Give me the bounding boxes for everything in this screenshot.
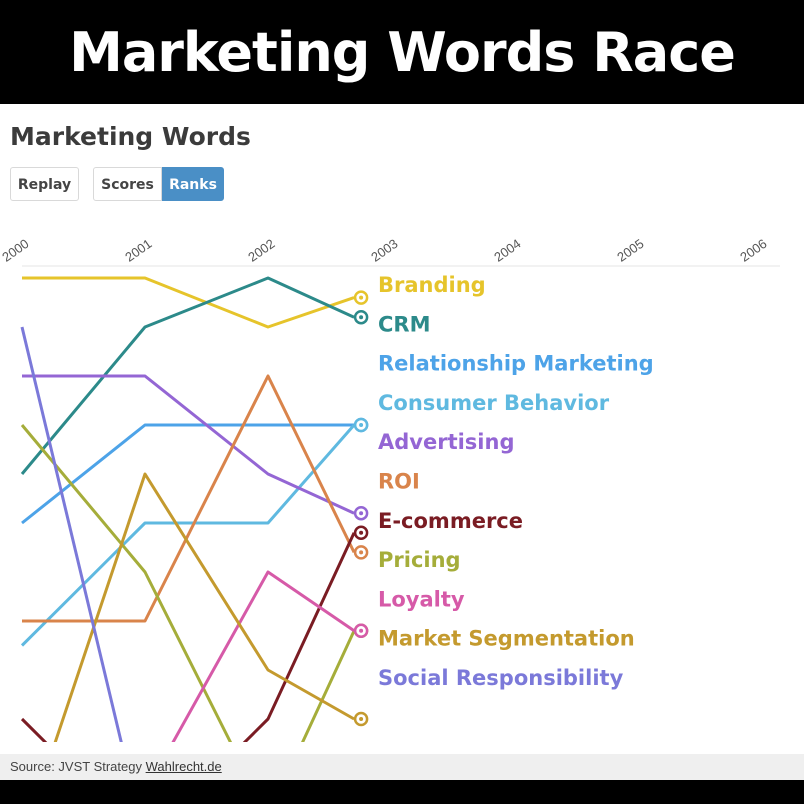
- x-tick-label: 2003: [368, 236, 400, 265]
- source-link[interactable]: Wahlrecht.de: [145, 759, 222, 774]
- replay-button[interactable]: Replay: [10, 167, 79, 201]
- chart-title: Marketing Words: [10, 122, 251, 151]
- series-label: Advertising: [378, 430, 515, 454]
- x-tick-label: 2004: [491, 236, 523, 265]
- series-end-dot: [359, 315, 364, 320]
- series-end-dot: [359, 550, 364, 555]
- series-line: [20, 424, 356, 742]
- series-label: ROI: [378, 470, 420, 494]
- chart-panel: Marketing Words Replay Scores Ranks 2000…: [0, 104, 804, 754]
- series-end-dot: [359, 423, 364, 427]
- x-tick-label: 2000: [0, 236, 32, 265]
- ranks-toggle-button[interactable]: Ranks: [162, 167, 224, 201]
- series-label: Pricing: [378, 548, 461, 572]
- bottom-strip: [0, 780, 804, 804]
- series-end-dot: [359, 295, 364, 300]
- series-label: Social Responsibility: [378, 666, 624, 690]
- series-end-dot: [359, 717, 364, 721]
- series-end-dot: [359, 511, 364, 516]
- title-banner: Marketing Words Race: [0, 0, 804, 104]
- series-line: [20, 276, 355, 475]
- series-line: [22, 374, 356, 623]
- series-label: Branding: [378, 273, 486, 297]
- x-tick-label: 2002: [245, 236, 277, 265]
- series-label: CRM: [378, 312, 430, 336]
- x-tick-label: 2005: [614, 236, 646, 265]
- source-text: Source: JVST Strategy Wahlrecht.de: [10, 759, 222, 774]
- series-line: [20, 532, 356, 742]
- series-line: [53, 472, 355, 742]
- scores-toggle-button[interactable]: Scores: [93, 167, 162, 201]
- source-prefix: Source: JVST Strategy: [10, 759, 142, 774]
- x-tick-label: 2006: [737, 236, 769, 265]
- series-label: Market Segmentation: [378, 627, 635, 651]
- series-line: [22, 374, 355, 515]
- series-end-dot: [359, 628, 364, 633]
- series-label: E-commerce: [378, 509, 523, 533]
- source-bar: Source: JVST Strategy Wahlrecht.de: [0, 754, 804, 780]
- series-line: [22, 276, 355, 329]
- series-label: Consumer Behavior: [378, 391, 610, 415]
- series-line: [20, 326, 123, 742]
- banner-title: Marketing Words Race: [69, 20, 736, 84]
- series-line: [171, 570, 355, 742]
- series-end-dot: [359, 530, 364, 535]
- series-line: [21, 423, 355, 525]
- series-label: Loyalty: [378, 587, 465, 611]
- series-label: Relationship Marketing: [378, 352, 654, 376]
- x-tick-label: 2001: [122, 236, 154, 265]
- bump-chart: 2000 2001 2002 2003 2004 2005 2006 Branding CRM R…: [0, 236, 780, 742]
